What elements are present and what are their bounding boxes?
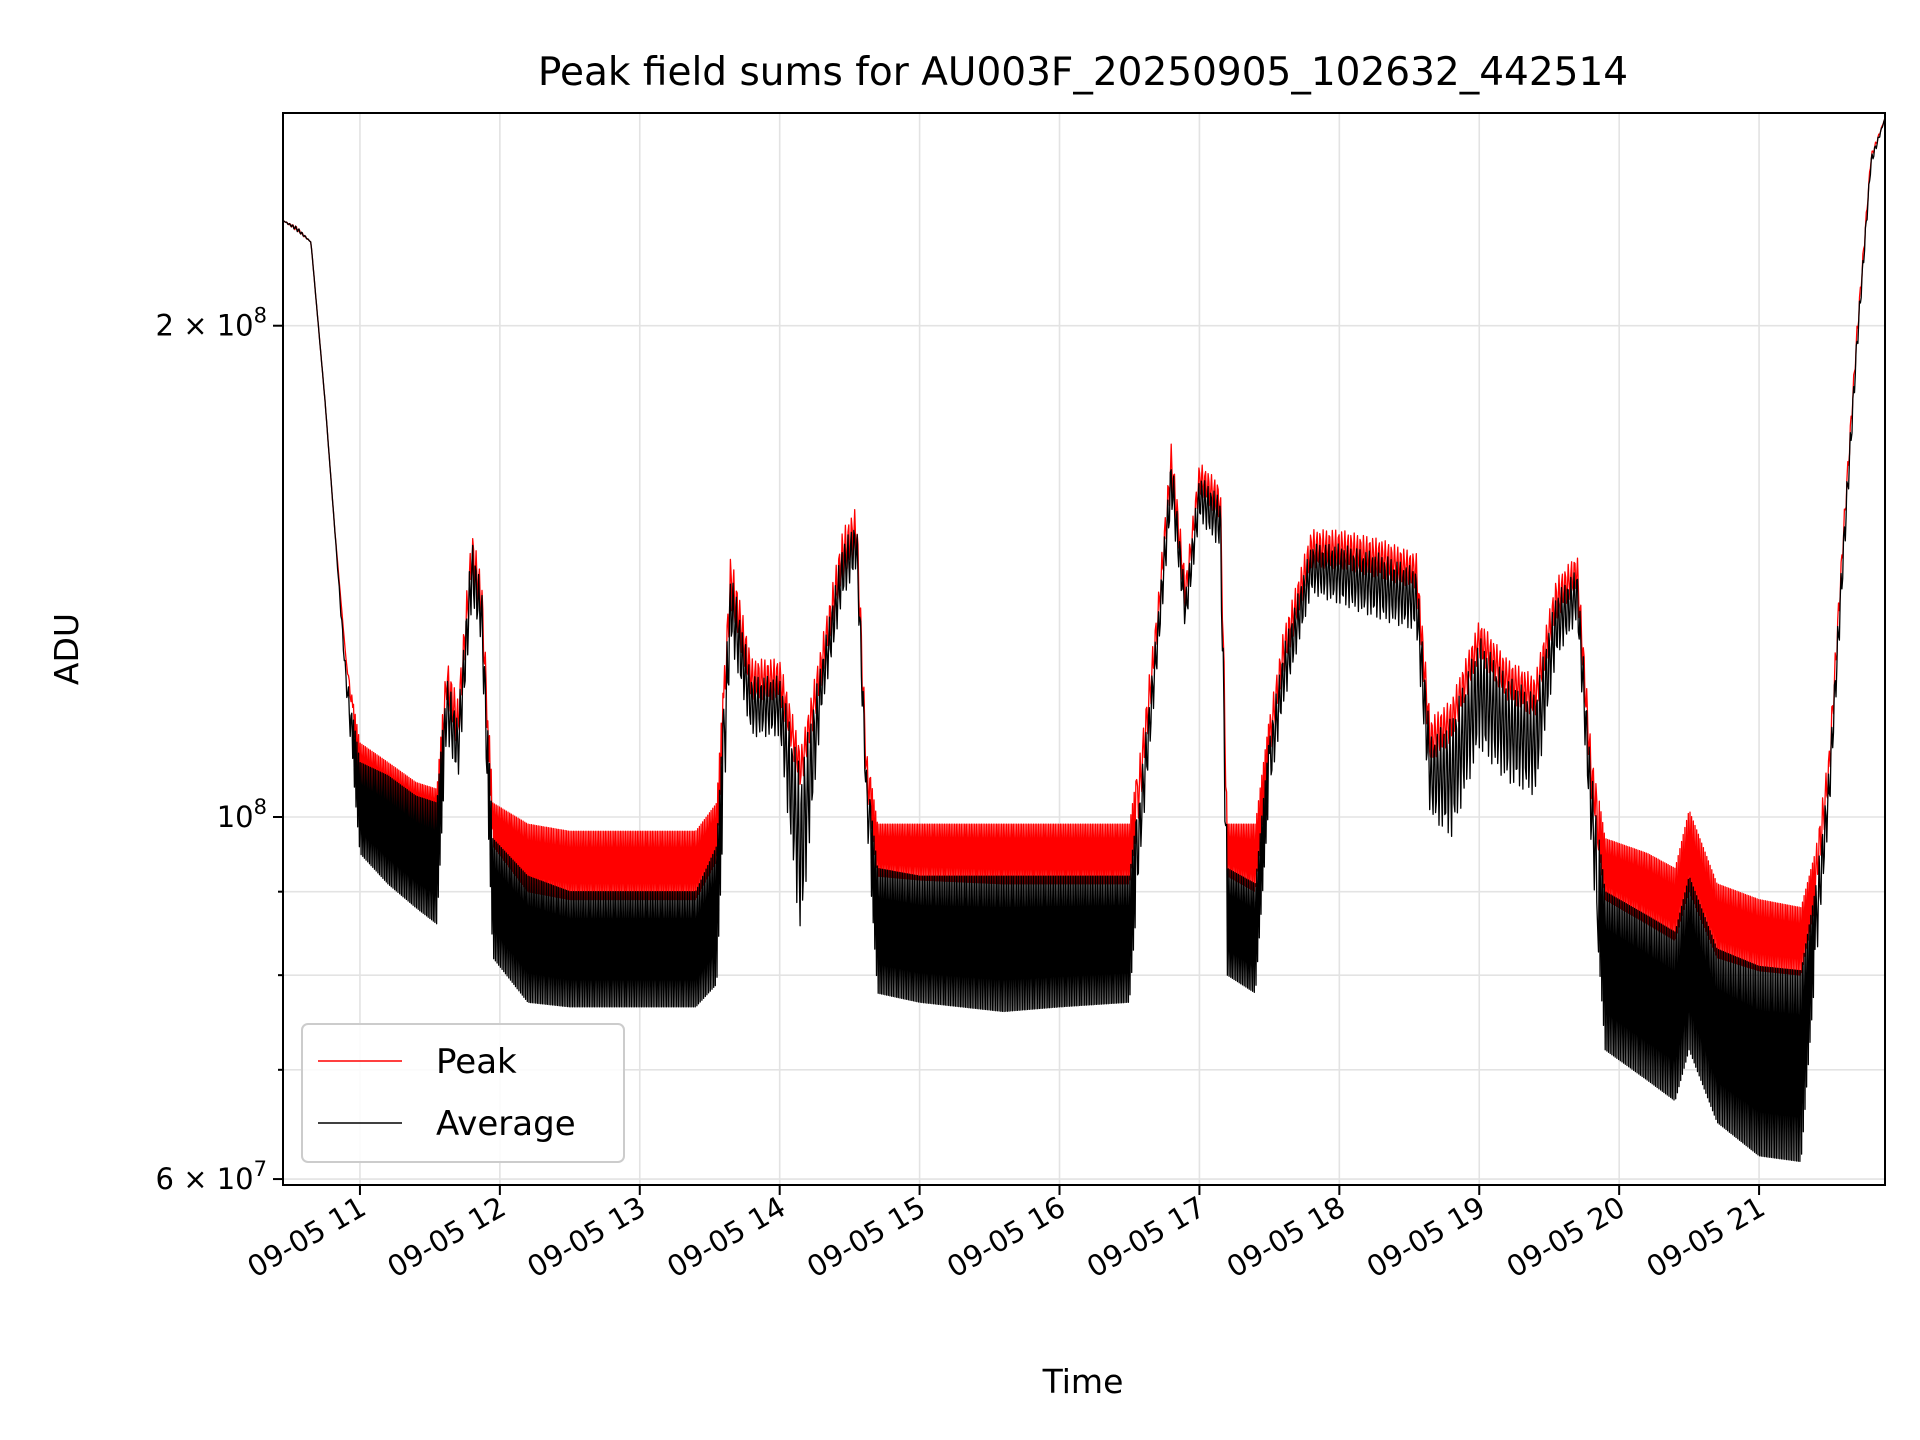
y-tick-label: 6 × 107 [156,1157,267,1196]
plot-series [283,118,1885,1163]
chart-title: Peak field sums for AU003F_20250905_1026… [538,50,1628,95]
series-line-peak [283,118,1885,976]
y-tick-label: 2 × 108 [156,304,267,343]
plot-frame [282,112,1886,1186]
legend: Peak Average [301,1023,625,1163]
legend-box [301,1023,625,1163]
y-axis-label: ADU [47,613,86,685]
series-line-average [283,118,1885,1163]
y-tick-label: 108 [217,795,267,834]
legend-label-peak: Peak [436,1042,517,1082]
x-axis-label: Time [1042,1362,1124,1401]
legend-label-average: Average [436,1104,576,1144]
